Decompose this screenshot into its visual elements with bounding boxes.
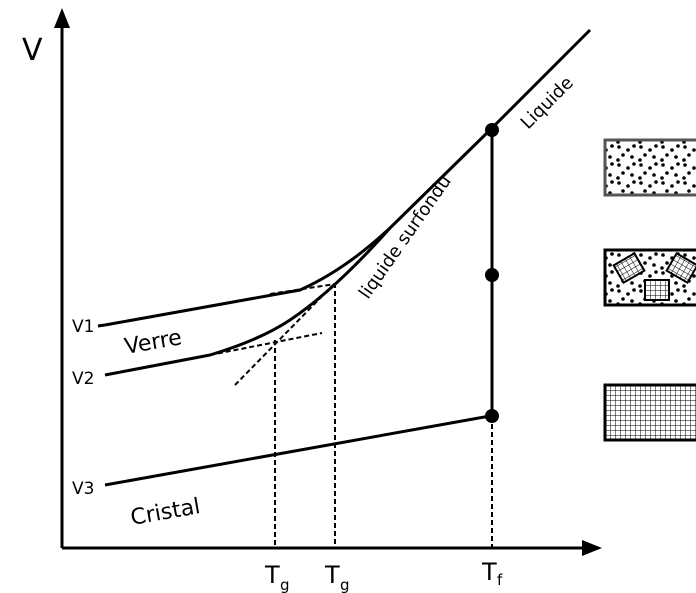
x-label-sub: g: [340, 576, 350, 593]
level-label: V3: [72, 479, 94, 499]
glass-label: Verre: [123, 325, 184, 360]
level-label: V2: [72, 369, 94, 389]
x-label-main: T: [324, 561, 340, 589]
level-label: V1: [72, 317, 94, 337]
structure-boxes: [603, 138, 696, 442]
x-label-main: T: [481, 558, 497, 586]
curves: [104, 28, 592, 548]
crystal-label: Cristal: [129, 494, 202, 531]
supercooled-label: liquide surfondu: [355, 171, 456, 303]
axes: [54, 8, 602, 556]
liquid-label: Liquide: [517, 72, 578, 133]
x-label-main: T: [264, 561, 280, 589]
x-label-sub: g: [280, 576, 290, 593]
x-label-sub: f: [497, 571, 503, 589]
y-axis-label: V: [22, 33, 43, 68]
